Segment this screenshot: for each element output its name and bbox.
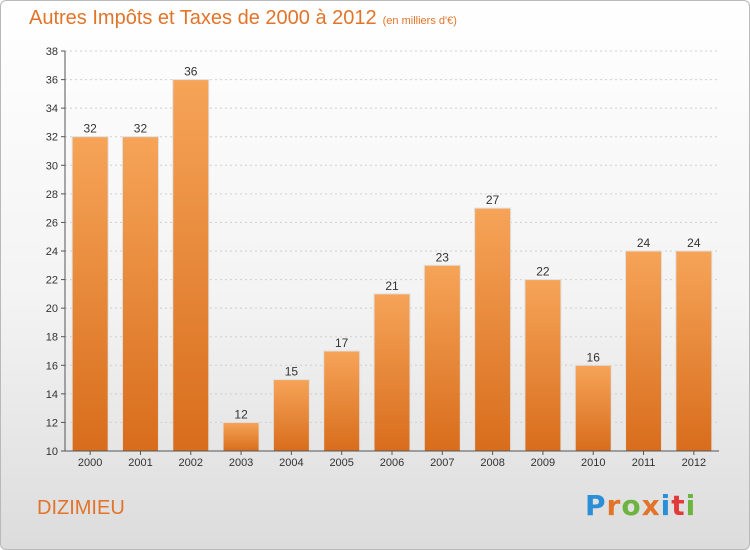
y-tick-label: 20 [46, 303, 58, 315]
bar [423, 264, 461, 452]
y-tick-label: 36 [46, 75, 58, 87]
x-tick-label: 2008 [480, 457, 504, 469]
bar-value-label: 15 [285, 365, 299, 379]
x-tick-label: 2004 [279, 457, 303, 469]
logo-letter: r [606, 489, 622, 522]
bar-value-label: 21 [385, 279, 399, 293]
y-tick-label: 32 [46, 132, 58, 144]
logo-letter: o [621, 489, 642, 522]
chart-title: Autres Impôts et Taxes de 2000 à 2012 (en… [29, 7, 457, 30]
y-tick-label: 12 [46, 417, 58, 429]
bar [272, 379, 310, 452]
axes: 10 12 14 16 18 20 22 24 26 28 30 32 34 36 38 2000 2001 20… [46, 46, 719, 469]
x-tick-label: 2005 [329, 457, 353, 469]
y-tick-label: 26 [46, 217, 58, 229]
logo-letter: i [660, 489, 672, 522]
bar-value-label: 17 [335, 336, 349, 350]
y-tick-label: 30 [46, 160, 58, 172]
x-tick-label: 2002 [179, 457, 203, 469]
commune-name: DIZIMIEU [37, 497, 125, 519]
bar-value-label: 27 [486, 193, 500, 207]
chart-title-text: Autres Impôts et Taxes de 2000 à 2012 [29, 7, 377, 29]
bars: 32 32 36 12 15 17 21 23 27 22 16 24 24 [71, 65, 713, 452]
y-tick-label: 34 [46, 103, 58, 115]
bar [121, 136, 159, 452]
y-tick-label: 10 [46, 446, 58, 458]
bar-value-label: 32 [83, 122, 97, 136]
bar-value-label: 12 [234, 407, 248, 421]
x-tick-label: 2012 [682, 457, 706, 469]
x-tick-label: 2003 [229, 457, 253, 469]
bar [574, 364, 612, 452]
bar-value-label: 23 [436, 250, 450, 264]
y-tick-label: 28 [46, 189, 58, 201]
bar-value-label: 32 [134, 122, 148, 136]
y-tick-label: 18 [46, 332, 58, 344]
bar-value-label: 22 [536, 265, 550, 279]
y-tick-label: 14 [46, 389, 58, 401]
bar [625, 250, 663, 452]
x-tick-label: 2006 [380, 457, 404, 469]
bar [474, 207, 512, 452]
x-tick-label: 2001 [128, 457, 152, 469]
bar [373, 293, 411, 452]
logo-letter: t [671, 489, 686, 522]
bar-value-label: 24 [637, 236, 651, 250]
bar [524, 279, 562, 452]
x-tick-label: 2000 [78, 457, 102, 469]
bar-value-label: 24 [687, 236, 701, 250]
chart-unit: (en milliers d'€) [382, 15, 457, 27]
bar [222, 421, 260, 452]
logo-letter: x [641, 489, 661, 522]
logo-letter: P [585, 489, 607, 522]
y-tick-label: 16 [46, 360, 58, 372]
bar-value-label: 36 [184, 65, 198, 79]
x-tick-label: 2007 [430, 457, 454, 469]
bar-value-label: 16 [587, 350, 601, 364]
proxiti-logo: Proxiti [585, 489, 696, 522]
x-tick-label: 2009 [531, 457, 555, 469]
x-tick-label: 2011 [632, 457, 656, 469]
logo-letter: i [685, 489, 697, 522]
bar [323, 350, 361, 452]
y-tick-label: 22 [46, 275, 58, 287]
y-tick-label: 38 [46, 46, 58, 58]
y-tick-label: 24 [46, 246, 58, 258]
bar [675, 250, 713, 452]
bar [71, 136, 109, 452]
x-tick-label: 2010 [581, 457, 605, 469]
bar [172, 79, 210, 452]
